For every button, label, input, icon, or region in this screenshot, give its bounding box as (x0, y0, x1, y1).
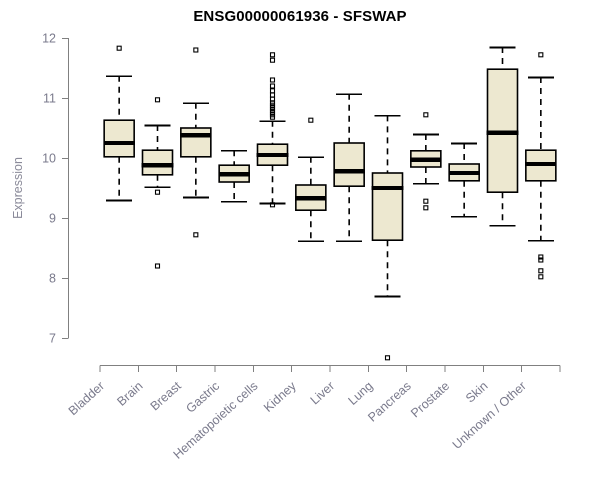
outlier-point (154, 189, 161, 195)
box-iqr (333, 142, 365, 188)
x-axis-category-label: Kidney (261, 378, 299, 414)
outlier-point (269, 114, 276, 120)
y-axis-tick-label: 11 (43, 92, 56, 106)
outlier-point (308, 117, 314, 123)
outlier-point (423, 198, 429, 204)
outlier-point (269, 202, 276, 208)
x-axis-category-label: Breast (148, 378, 185, 413)
x-axis-category-label: Skin (463, 379, 490, 406)
boxplot-group: Liver (308, 93, 365, 408)
y-axis-tick-label: 7 (49, 332, 56, 346)
boxplot-group: Breast (148, 47, 212, 413)
outlier-point (538, 52, 544, 58)
outlier-point (538, 257, 544, 263)
outlier-point (154, 97, 161, 103)
boxplot-group: Bladder (66, 45, 135, 418)
y-axis-tick-label: 9 (49, 212, 56, 226)
x-axis-category-label: Prostate (408, 379, 452, 421)
box-iqr (103, 119, 135, 158)
boxplot-group: Pancreas (365, 112, 442, 425)
y-axis-tick-label: 10 (42, 152, 56, 166)
outlier-point (384, 355, 391, 361)
boxplot-group: Skin (463, 46, 519, 406)
x-axis-category-label: Pancreas (365, 379, 414, 425)
outlier-point (269, 92, 276, 98)
x-axis-category-label: Bladder (66, 379, 107, 418)
x-axis-category-label: Brain (114, 379, 145, 409)
outlier-point (193, 232, 199, 238)
box-iqr (180, 127, 212, 158)
outlier-point (538, 274, 544, 280)
box-iqr (141, 149, 174, 176)
outlier-point (538, 268, 544, 274)
outlier-point (269, 83, 276, 89)
y-axis-tick-label: 12 (42, 32, 56, 46)
outlier-point (269, 57, 276, 63)
outlier-point (423, 205, 429, 211)
y-axis-tick-label: 8 (49, 272, 56, 286)
outlier-point (538, 254, 544, 260)
boxplot-group: Gastric (183, 149, 250, 416)
y-axis-title: Expression (11, 157, 25, 219)
page-title: ENSG00000061936 - SFSWAP (193, 8, 407, 25)
outlier-point (193, 47, 199, 53)
outlier-point (269, 52, 276, 58)
boxplot-group: Prostate (408, 142, 480, 421)
x-axis-category-label: Liver (308, 379, 338, 408)
box-iqr (371, 172, 404, 241)
outlier-point (154, 263, 161, 269)
outlier-point (116, 45, 122, 51)
outlier-point (269, 77, 276, 83)
outlier-point (423, 112, 429, 118)
x-axis-category-label: Lung (345, 379, 375, 408)
outlier-point (269, 88, 276, 94)
